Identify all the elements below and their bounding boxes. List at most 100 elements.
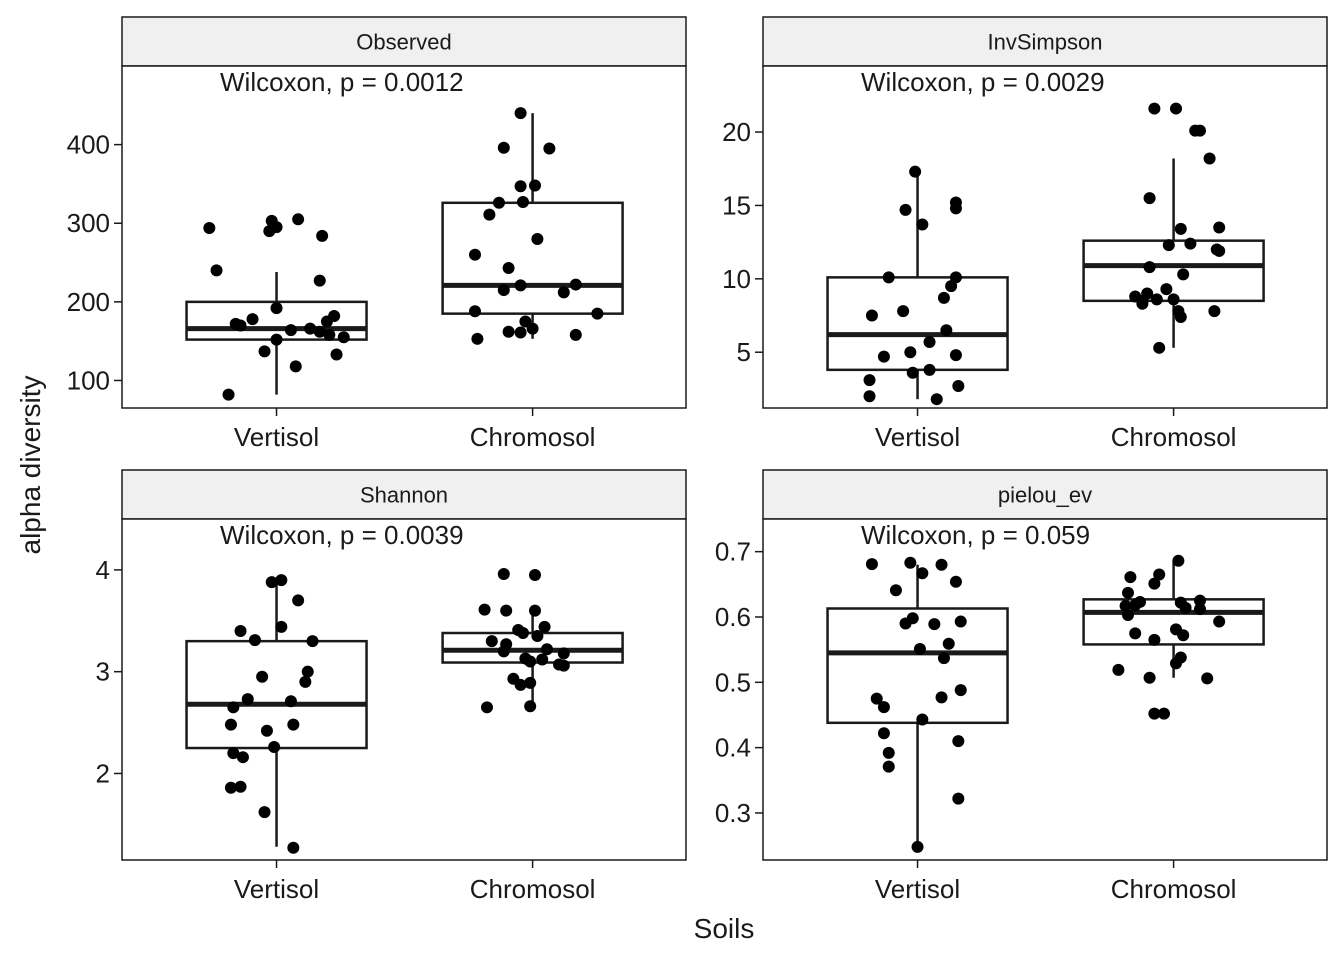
- data-point: [591, 307, 604, 320]
- data-point: [292, 213, 305, 226]
- y-tick-label: 3: [96, 657, 110, 687]
- y-tick-label: 15: [722, 190, 751, 220]
- data-point: [234, 624, 247, 637]
- data-point: [882, 271, 895, 284]
- data-point: [1121, 609, 1134, 622]
- data-point: [1121, 586, 1134, 599]
- data-point: [937, 652, 950, 665]
- data-point: [234, 780, 247, 793]
- data-point: [954, 684, 967, 697]
- data-point: [1189, 124, 1202, 137]
- data-point: [528, 568, 541, 581]
- data-point: [1208, 305, 1221, 318]
- data-point: [330, 348, 343, 361]
- data-point: [557, 286, 570, 299]
- data-point: [224, 781, 237, 794]
- panel-border: [762, 65, 1328, 409]
- data-point: [471, 332, 484, 345]
- data-point: [935, 691, 948, 704]
- facet-strip: [121, 469, 687, 520]
- data-point: [928, 618, 941, 631]
- data-point: [952, 735, 965, 748]
- facet-strip-label: Observed: [356, 30, 451, 55]
- box-iqr: [1082, 598, 1265, 646]
- data-point: [865, 309, 878, 322]
- data-point: [222, 388, 235, 401]
- data-point: [1169, 102, 1182, 115]
- data-point: [224, 718, 237, 731]
- data-point: [906, 366, 919, 379]
- data-point: [265, 214, 278, 227]
- data-point: [870, 692, 883, 705]
- data-point: [1157, 707, 1170, 720]
- data-point: [552, 658, 565, 671]
- data-point: [210, 264, 223, 277]
- data-point: [229, 317, 242, 330]
- data-point: [935, 558, 948, 571]
- y-tick-label: 100: [67, 365, 110, 395]
- data-point: [1148, 707, 1161, 720]
- data-point: [1210, 243, 1223, 256]
- data-point: [1162, 239, 1175, 252]
- data-point: [911, 840, 924, 853]
- data-point: [500, 604, 513, 617]
- box-Chromosol: [1082, 158, 1265, 348]
- data-point: [1143, 261, 1156, 274]
- data-point: [227, 701, 240, 714]
- data-point: [241, 693, 254, 706]
- data-point: [316, 229, 329, 242]
- data-point: [949, 349, 962, 362]
- data-point: [531, 630, 544, 643]
- data-point: [1193, 594, 1206, 607]
- data-point: [514, 279, 527, 292]
- data-point: [528, 179, 541, 192]
- facet-panel-Shannon: Shannon 2 3 4 Vertisol Chromosol Wilcoxon, p =…: [96, 469, 687, 904]
- y-tick-label: 20: [722, 117, 751, 147]
- data-point: [292, 594, 305, 607]
- data-point: [1148, 633, 1161, 646]
- data-point: [1133, 595, 1146, 608]
- data-point: [536, 653, 549, 666]
- data-point: [863, 374, 876, 387]
- data-point: [937, 291, 950, 304]
- data-point: [275, 574, 288, 587]
- data-point: [1112, 663, 1125, 676]
- data-point: [1172, 305, 1185, 318]
- wilcoxon-annotation: Wilcoxon, p = 0.0012: [220, 67, 464, 97]
- data-point: [882, 760, 895, 773]
- data-point: [284, 324, 297, 337]
- data-point: [512, 623, 525, 636]
- data-point: [492, 196, 505, 209]
- data-point: [913, 642, 926, 655]
- y-tick-label: 400: [67, 130, 110, 160]
- data-point: [1143, 192, 1156, 205]
- data-point: [260, 724, 273, 737]
- data-point: [301, 665, 314, 678]
- data-point: [299, 675, 312, 688]
- data-point: [538, 620, 551, 633]
- y-tick-label: 0.3: [715, 798, 751, 828]
- data-point: [945, 280, 958, 293]
- data-point: [258, 345, 271, 358]
- data-point: [889, 584, 902, 597]
- data-point: [287, 718, 300, 731]
- data-point: [480, 701, 493, 714]
- data-point: [1184, 237, 1197, 250]
- data-point: [942, 637, 955, 650]
- y-tick-label: 5: [737, 337, 751, 367]
- panel-border: [121, 518, 687, 861]
- y-axis-title: alpha diversity: [15, 376, 46, 555]
- data-point: [270, 302, 283, 315]
- data-point: [246, 313, 259, 326]
- data-point: [923, 363, 936, 376]
- data-point: [514, 180, 527, 193]
- data-point: [313, 325, 326, 338]
- data-point: [497, 284, 510, 297]
- data-point: [258, 806, 271, 819]
- data-point: [863, 390, 876, 403]
- data-point: [1213, 221, 1226, 234]
- data-point: [1119, 599, 1132, 612]
- y-tick-label: 300: [67, 208, 110, 238]
- data-point: [524, 700, 537, 713]
- x-axis-title: Soils: [694, 913, 755, 944]
